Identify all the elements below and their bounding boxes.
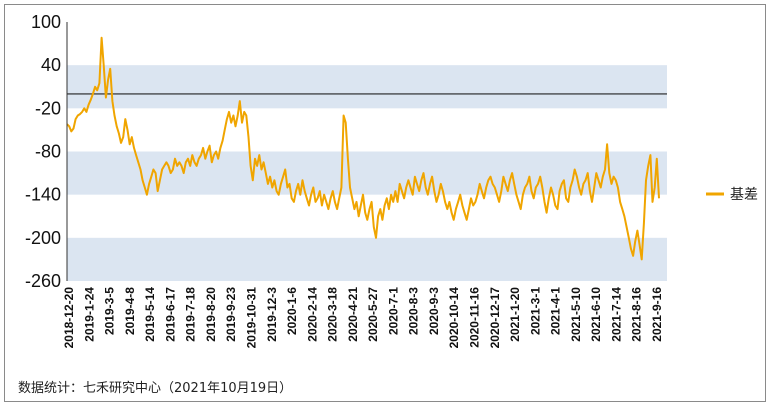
x-tick-label-15: 2020-5-27 [366,287,380,342]
x-tick-label-8: 2019-9-23 [224,287,238,342]
x-tick-label-20: 2020-11-16 [468,287,482,348]
x-axis-ticks: 2018-12-20 2019-1-24 2019-3-5 2019-4-8 2019-… [62,287,664,349]
background-band-1 [67,151,667,195]
y-tick-label-4: -140 [25,185,61,205]
x-tick-label-23: 2021-3-1 [528,287,542,335]
x-tick-label-26: 2021-6-10 [589,287,603,342]
x-tick-label-13: 2020-3-18 [326,287,340,342]
x-tick-label-24: 2021-4-1 [549,287,563,335]
series-line-basis [66,36,660,261]
x-tick-label-5: 2019-6-17 [163,287,177,342]
x-tick-label-25: 2021-5-10 [569,287,583,342]
x-tick-label-0: 2018-12-20 [62,287,76,349]
x-tick-label-10: 2019-12-3 [265,287,279,342]
x-tick-label-11: 2020-1-6 [285,287,299,335]
x-tick-label-6: 2019-7-18 [184,287,198,342]
x-tick-label-2: 2019-3-5 [103,287,117,335]
x-tick-label-22: 2021-1-20 [508,287,522,342]
x-tick-label-17: 2020-8-3 [407,287,421,335]
x-tick-label-3: 2019-4-8 [123,287,137,335]
x-tick-label-28: 2021-8-16 [630,287,644,342]
y-tick-label-6: -260 [25,271,61,291]
source-note: 数据统计：七禾研究中心（2021年10月19日） [18,381,293,396]
background-bands [67,65,667,281]
y-axis-ticks: 100 40 -20 -80 -140 -200 -260 [25,12,61,291]
x-tick-label-7: 2019-8-20 [204,287,218,342]
x-tick-label-16: 2020-7-1 [386,287,400,335]
x-tick-label-19: 2020-10-14 [447,287,461,349]
background-band-2 [67,237,667,281]
x-tick-label-27: 2021-7-14 [609,287,623,342]
legend: 基差 [706,186,758,203]
background-band-0 [67,65,667,109]
x-tick-label-14: 2020-4-21 [346,287,360,342]
y-tick-label-2: -20 [35,98,61,118]
legend-label-basis: 基差 [730,186,758,203]
y-tick-label-5: -200 [25,228,61,248]
x-tick-label-12: 2020-2-14 [305,287,319,342]
y-tick-label-0: 100 [31,12,61,32]
x-tick-label-9: 2019-10-31 [244,287,258,349]
y-tick-label-3: -80 [35,142,61,162]
x-tick-label-1: 2019-1-24 [82,287,96,342]
x-tick-label-21: 2020-12-17 [488,287,502,349]
y-tick-label-1: 40 [41,55,61,75]
x-tick-label-29: 2021-9-16 [650,287,664,342]
x-tick-label-4: 2019-5-14 [143,287,157,342]
x-tick-label-18: 2020-9-3 [427,287,441,335]
